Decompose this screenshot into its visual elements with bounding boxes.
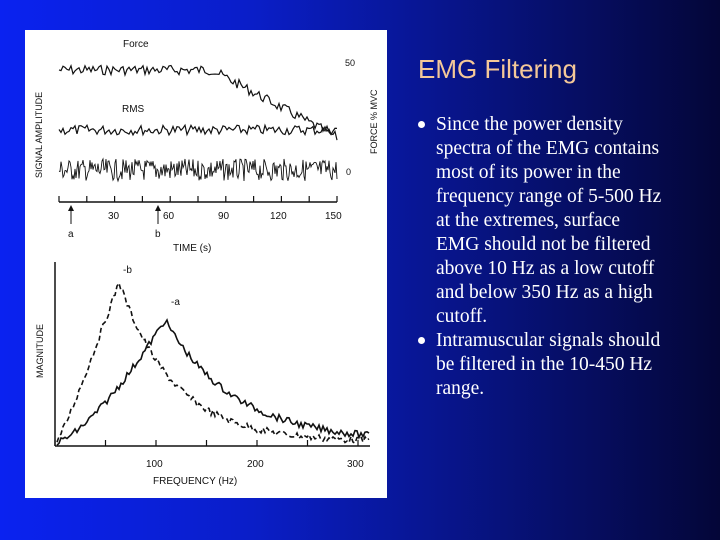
right-tick-0: 0 — [346, 167, 351, 177]
marker-b-arrowhead — [155, 205, 161, 211]
curve-b-label: -b — [123, 265, 132, 276]
time-ticks — [58, 196, 338, 202]
spectrum-curve-b — [56, 281, 370, 445]
raw-emg-trace — [58, 157, 338, 183]
time-tick-30: 30 — [108, 211, 120, 222]
top-traces — [58, 64, 338, 183]
freq-ticks — [54, 440, 359, 446]
force-trace — [58, 64, 338, 141]
time-tick-120: 120 — [270, 211, 287, 222]
emg-figure: SIGNAL AMPLITUDE FORCE % MVC Force RMS 5… — [25, 30, 387, 498]
top-y-label-right: FORCE % MVC — [369, 89, 379, 154]
bullet-text: Intramuscular signals should be filtered… — [436, 330, 661, 399]
spectra — [56, 281, 370, 446]
bullet-list: Since the power density spectra of the E… — [418, 113, 668, 401]
force-trace-label: Force — [123, 39, 149, 50]
bullet-item: Intramuscular signals should be filtered… — [418, 329, 668, 401]
slide-title: EMG Filtering — [418, 54, 577, 84]
bullet-text: Since the power density spectra of the E… — [436, 114, 662, 327]
bullet-item: Since the power density spectra of the E… — [418, 113, 668, 329]
marker-a-arrowhead — [68, 205, 74, 211]
frequency-axis-title: FREQUENCY (Hz) — [153, 476, 237, 487]
curve-a-label: -a — [171, 297, 180, 308]
right-tick-50: 50 — [345, 58, 355, 68]
rms-trace — [58, 123, 338, 137]
emg-figure-svg: SIGNAL AMPLITUDE FORCE % MVC Force RMS 5… — [34, 39, 379, 487]
time-tick-60: 60 — [163, 211, 175, 222]
freq-tick-300: 300 — [347, 459, 364, 470]
spectrum-curve-a — [56, 318, 370, 446]
freq-tick-200: 200 — [247, 459, 264, 470]
time-tick-90: 90 — [218, 211, 230, 222]
time-axis-title: TIME (s) — [173, 243, 211, 254]
bullet-dot — [418, 337, 425, 344]
magnitude-axis-title: MAGNITUDE — [35, 324, 45, 378]
marker-b-label: b — [155, 229, 161, 240]
top-y-label-left: SIGNAL AMPLITUDE — [34, 92, 44, 178]
rms-trace-label: RMS — [122, 104, 145, 115]
time-tick-150: 150 — [325, 211, 342, 222]
marker-a-label: a — [68, 229, 74, 240]
freq-tick-100: 100 — [146, 459, 163, 470]
bullet-dot — [418, 121, 425, 128]
